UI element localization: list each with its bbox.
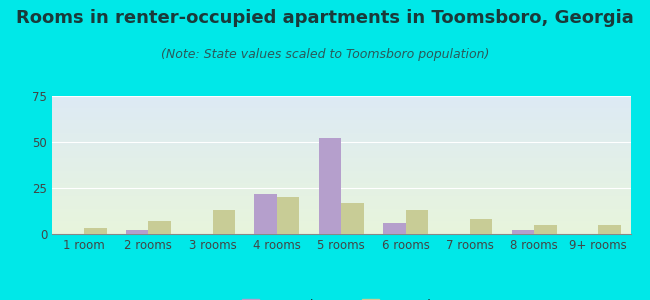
Bar [341,203,364,234]
Bar [383,223,406,234]
Bar [277,197,300,234]
Bar [318,138,341,234]
Bar [255,194,277,234]
Text: Rooms in renter-occupied apartments in Toomsboro, Georgia: Rooms in renter-occupied apartments in T… [16,9,634,27]
Legend: Toomsboro, Georgia: Toomsboro, Georgia [237,293,446,300]
Text: (Note: State values scaled to Toomsboro population): (Note: State values scaled to Toomsboro … [161,48,489,61]
Bar [534,225,556,234]
Bar [148,221,171,234]
Bar [599,225,621,234]
Bar [84,229,107,234]
Bar [406,210,428,234]
Bar [470,219,492,234]
Bar [126,230,148,234]
Bar [213,210,235,234]
Bar [512,230,534,234]
